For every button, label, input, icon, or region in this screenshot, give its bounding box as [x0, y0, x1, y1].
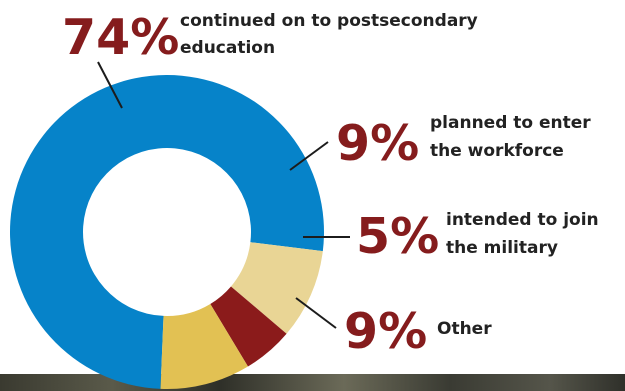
- category-label-workforce-line-1: planned to enter: [430, 113, 591, 133]
- leader-line-workforce: [289, 141, 329, 171]
- donut-slice-workforce: [230, 242, 323, 334]
- category-label-military-line-2: the military: [446, 238, 558, 258]
- category-label-postsecondary-line-1: continued on to postsecondary: [180, 11, 478, 31]
- category-label-workforce-line-2: the workforce: [430, 141, 564, 161]
- value-label-military: 5%: [356, 208, 439, 265]
- donut-slice-other: [160, 303, 248, 389]
- leader-line-postsecondary: [97, 61, 123, 109]
- category-label-other: Other: [437, 319, 492, 339]
- leader-line-other: [295, 297, 337, 329]
- category-label-postsecondary-line-2: education: [180, 38, 275, 58]
- category-label-military-line-1: intended to join: [446, 210, 599, 230]
- donut-slice-military: [210, 286, 287, 367]
- donut-slice-postsecondary: [9, 74, 324, 389]
- value-label-workforce: 9%: [336, 115, 419, 172]
- value-label-postsecondary: 74%: [62, 9, 179, 66]
- value-label-other: 9%: [344, 303, 427, 360]
